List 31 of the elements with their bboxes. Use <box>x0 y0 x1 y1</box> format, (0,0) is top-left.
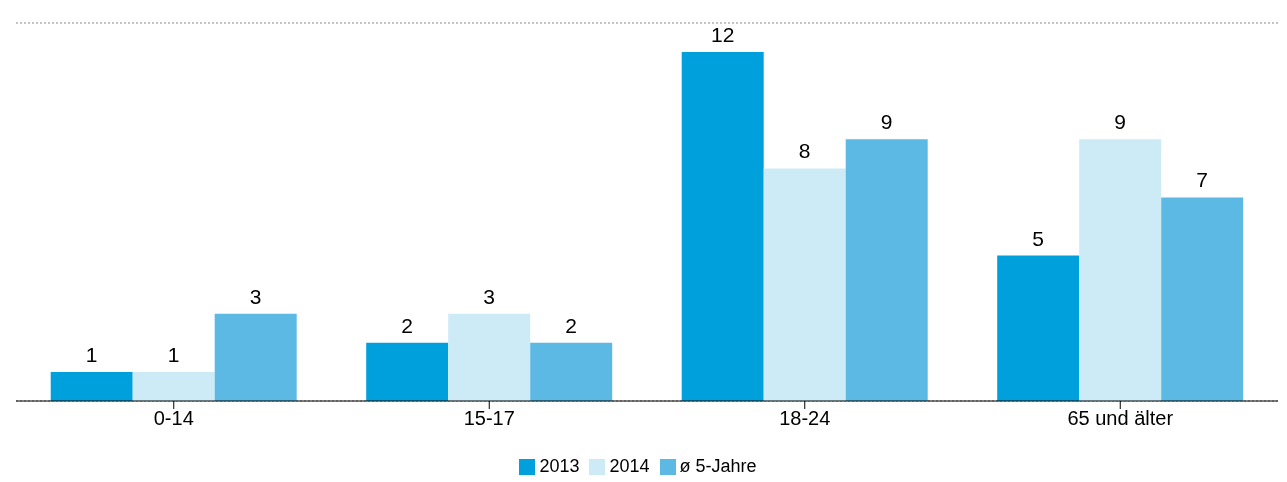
data-label: 9 <box>1114 110 1127 134</box>
x-tick-label: 0-14 <box>153 407 194 430</box>
bar <box>845 139 928 401</box>
x-tick-label: 15-17 <box>463 407 515 430</box>
bar <box>763 168 846 401</box>
bar <box>997 255 1080 401</box>
data-label: 8 <box>798 139 811 163</box>
bar <box>530 342 613 401</box>
bar <box>50 371 133 401</box>
bar <box>132 371 215 401</box>
x-tick-label: 65 und älter <box>1067 407 1174 430</box>
data-label: 5 <box>1032 226 1045 250</box>
data-label: 7 <box>1196 168 1209 192</box>
legend-label: 2013 <box>539 456 580 476</box>
data-label: 2 <box>401 313 414 337</box>
legend-label: ø 5-Jahre <box>679 456 757 476</box>
data-label: 2 <box>565 313 578 337</box>
data-label: 3 <box>249 284 262 308</box>
bar <box>1079 139 1162 401</box>
data-label: 1 <box>85 342 98 366</box>
data-label: 12 <box>711 23 735 47</box>
bar <box>1161 197 1244 401</box>
data-label: 1 <box>167 342 180 366</box>
bar <box>214 313 297 401</box>
bar <box>366 342 449 401</box>
x-tick-label: 18-24 <box>779 407 831 430</box>
bar <box>448 313 531 401</box>
bar <box>681 52 764 401</box>
data-label: 3 <box>483 284 496 308</box>
legend-label: 2014 <box>609 456 650 476</box>
data-label: 9 <box>880 110 893 134</box>
